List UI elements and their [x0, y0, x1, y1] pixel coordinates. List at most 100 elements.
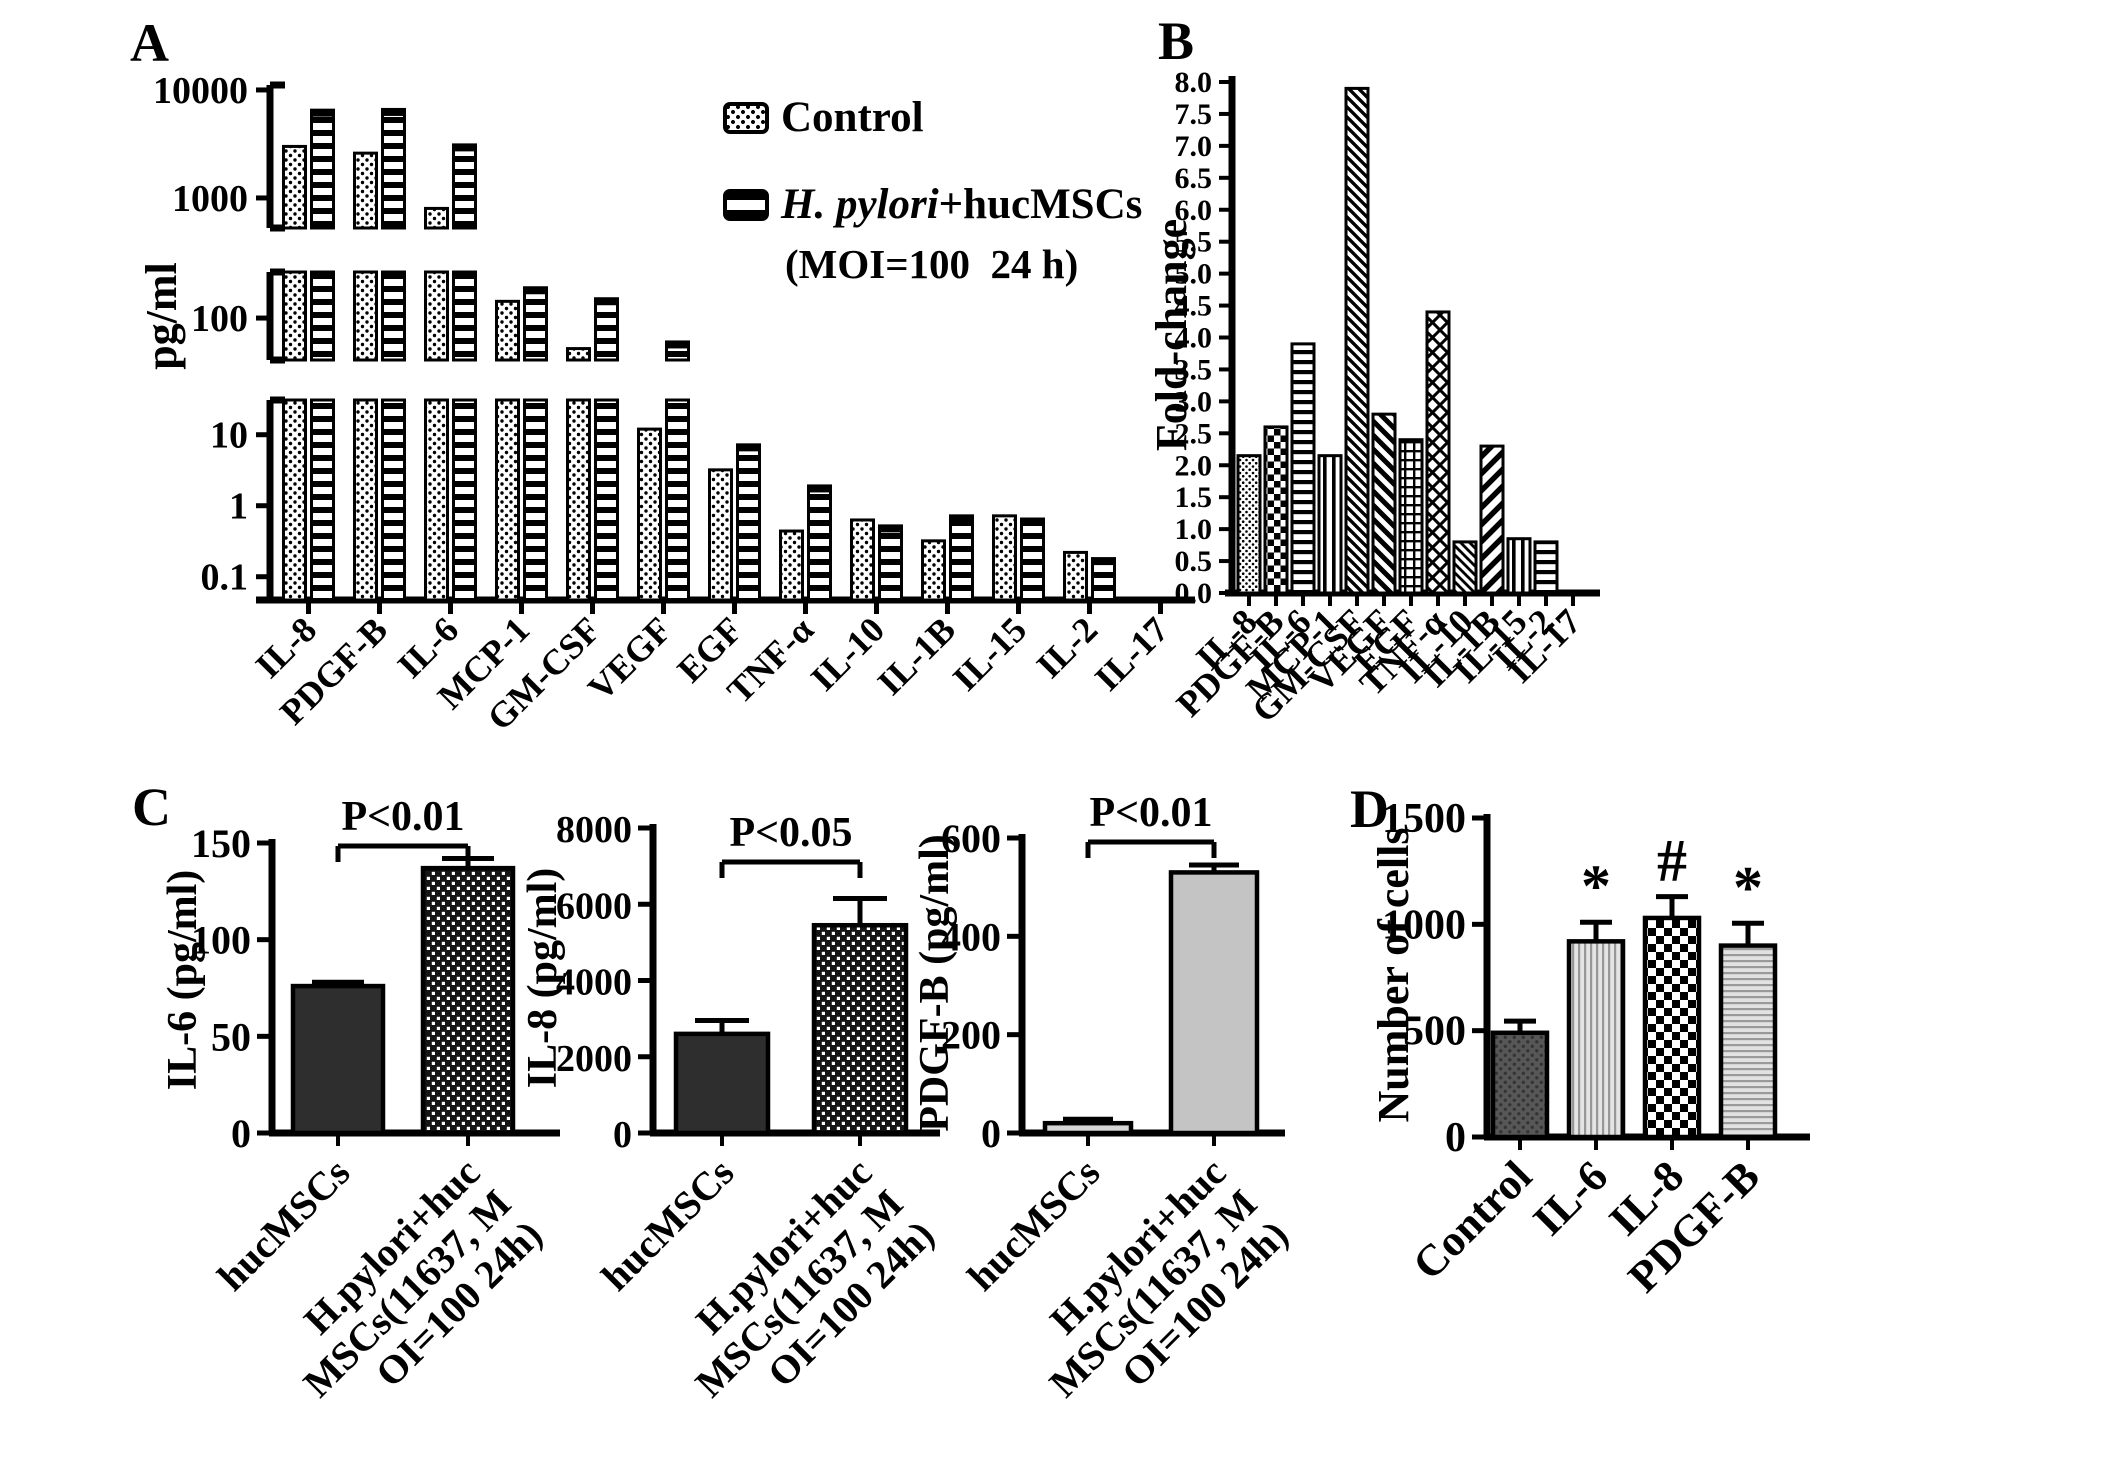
y-tick-label: 5.0 — [1175, 258, 1213, 291]
y-tick-label: 8000 — [556, 809, 632, 851]
bar-cap — [1021, 519, 1044, 526]
bar — [1398, 438, 1424, 595]
bar — [310, 270, 335, 362]
bar — [424, 206, 449, 230]
legend-hpylori-subline: (MOI=100 24 h) — [785, 241, 1079, 287]
panel-b-y-title: Fold-change — [1147, 219, 1196, 451]
category-label: IL-17 — [1087, 609, 1176, 698]
y-tick-label: 0.0 — [1175, 577, 1213, 610]
bar — [353, 270, 378, 362]
bar — [1020, 517, 1045, 602]
hpylori-swatch-icon — [723, 188, 769, 221]
bar — [1063, 550, 1088, 602]
bar — [708, 468, 733, 602]
legend-hpylori-label: H. pylori+hucMSCs — [781, 183, 1142, 226]
y-tick-label: 4.0 — [1175, 322, 1213, 355]
bar-cap — [311, 110, 334, 117]
bar-cap — [524, 287, 547, 295]
y-tick-label: 500 — [1403, 1009, 1466, 1055]
y-tick-label: 50 — [211, 1014, 251, 1059]
bar — [495, 299, 520, 362]
y-tick-label: 1500 — [1382, 796, 1466, 842]
bar-cap — [666, 341, 689, 349]
y-tick-label: 2000 — [556, 1038, 632, 1080]
y-tick-label: 1.0 — [1175, 513, 1213, 546]
bar — [310, 108, 335, 230]
bar — [353, 398, 378, 602]
bar — [1642, 915, 1702, 1140]
bar — [495, 398, 520, 602]
bar — [1290, 342, 1316, 595]
hpylori-rest-text: +hucMSCs — [938, 181, 1143, 228]
bar — [1236, 454, 1262, 595]
bar — [1263, 425, 1289, 595]
bar — [1168, 870, 1260, 1136]
bar — [921, 539, 946, 602]
y-tick-label: 8.0 — [1175, 66, 1213, 99]
bar — [452, 143, 477, 230]
p-value: P<0.05 — [729, 810, 852, 856]
y-tick-label: 4.5 — [1175, 290, 1213, 323]
bar-cap — [808, 485, 831, 493]
bar — [736, 443, 761, 602]
bar — [949, 514, 974, 602]
category-label-line: IL-6 — [1524, 1151, 1617, 1244]
y-tick-label: 6.0 — [1175, 194, 1213, 227]
bar — [779, 529, 804, 602]
panel-c-label: C — [132, 777, 171, 837]
bar — [1533, 540, 1559, 595]
bar-cap — [453, 144, 476, 152]
y-axis-title: IL-6 (pg/ml) — [160, 870, 206, 1091]
bar-cap — [1092, 558, 1115, 566]
y-tick-label: 5.5 — [1175, 226, 1213, 259]
panel-b-label: B — [1158, 11, 1195, 71]
category-label-line: hucMSCs — [593, 1150, 743, 1300]
panel-a-label: A — [130, 13, 169, 73]
bar-cap — [879, 525, 902, 533]
category-label: VEGF — [580, 609, 679, 708]
bar — [673, 1031, 771, 1136]
y-tick-label: 0 — [231, 1111, 251, 1156]
bar — [381, 398, 406, 602]
bar — [637, 427, 662, 602]
bar — [807, 484, 832, 602]
category-label-line: IL-1B — [870, 609, 963, 702]
bar-cap — [382, 109, 405, 116]
bar — [420, 865, 516, 1136]
bar — [523, 398, 548, 602]
bar — [1371, 412, 1397, 595]
significance-marker: # — [1657, 828, 1687, 894]
bar-cap — [737, 444, 760, 452]
category-label-line: IL-15 — [945, 609, 1034, 698]
y-axis-title: Number of cells — [1369, 828, 1418, 1123]
bar — [381, 107, 406, 230]
bar-cap — [595, 298, 618, 306]
bar — [594, 297, 619, 362]
bar — [452, 270, 477, 362]
category-label-line: IL-10 — [803, 609, 892, 698]
y-tick-label: 200 — [941, 1013, 1001, 1058]
y-tick-label: 100 — [191, 918, 251, 963]
bar — [282, 270, 307, 362]
y-tick-label: 1000 — [1382, 902, 1466, 948]
bar — [1506, 537, 1532, 595]
category-label: hucMSCs — [593, 1150, 743, 1300]
legend-item-control: Control — [723, 96, 1142, 139]
significance-marker: * — [1733, 854, 1763, 920]
category-label: IL-1B — [870, 609, 963, 702]
y-tick-label: 6000 — [556, 885, 632, 927]
panel-a-y-title: pg/ml — [137, 262, 186, 370]
legend-item-hpylori: H. pylori+hucMSCs — [723, 183, 1142, 226]
y-tick-label: 2.5 — [1175, 417, 1213, 450]
y-tick-label: 0.5 — [1175, 545, 1213, 578]
legend: Control H. pylori+hucMSCs (MOI=100 24 h) — [723, 96, 1142, 288]
category-label-line: Control — [1403, 1151, 1541, 1289]
bar — [1490, 1030, 1550, 1140]
p-value: P<0.01 — [341, 794, 464, 840]
bar — [665, 398, 690, 602]
bar — [566, 398, 591, 602]
bar — [424, 270, 449, 362]
y-tick-label: 2.0 — [1175, 449, 1213, 482]
bar — [1344, 86, 1370, 595]
